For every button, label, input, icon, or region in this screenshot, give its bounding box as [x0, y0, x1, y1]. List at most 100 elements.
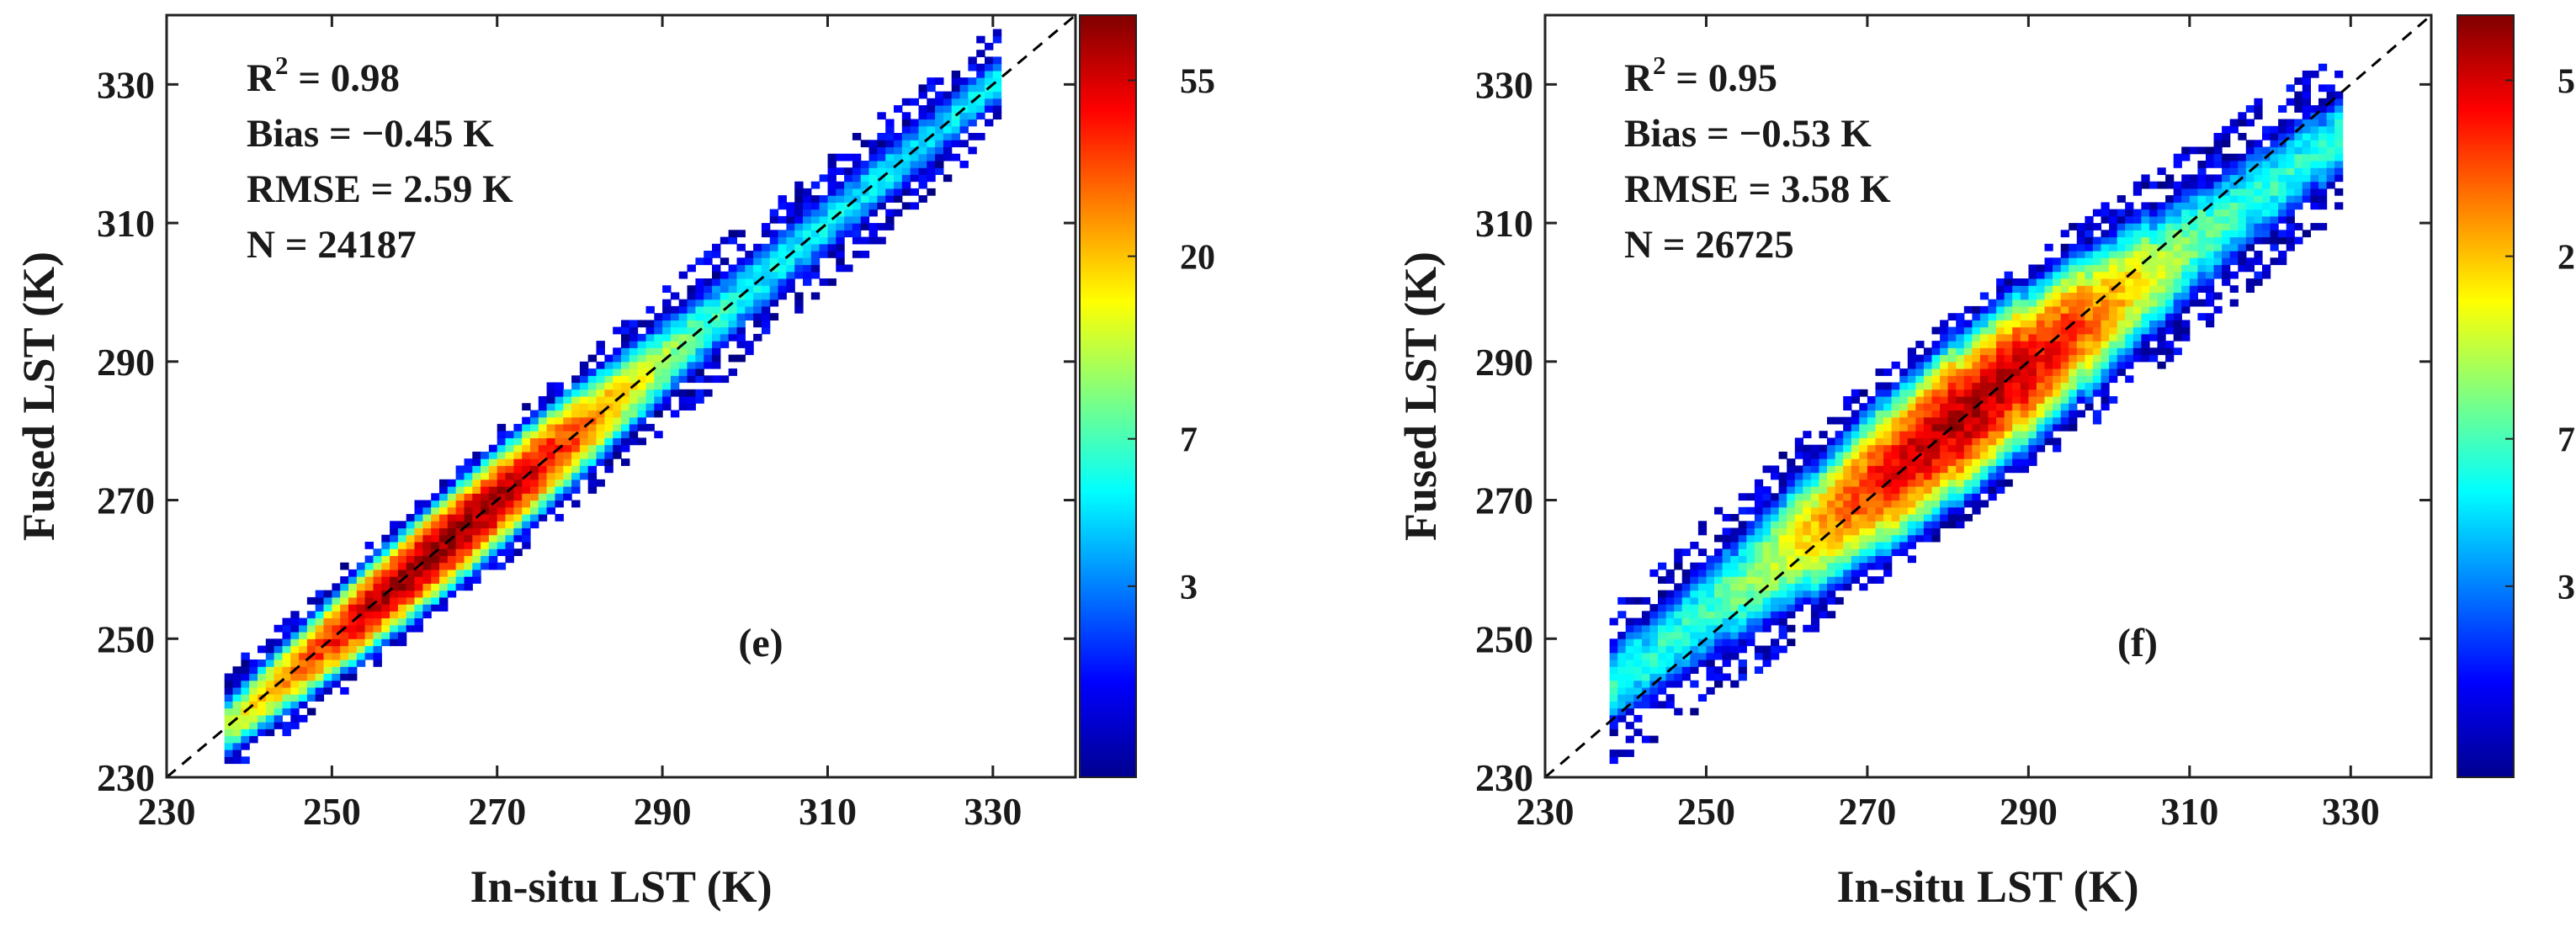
- density-cell: [299, 673, 308, 681]
- density-cell: [2262, 161, 2271, 168]
- density-cell: [481, 500, 490, 508]
- density-cell: [968, 63, 977, 72]
- density-cell: [2254, 146, 2263, 155]
- density-cell: [2101, 341, 2110, 348]
- density-cell: [704, 251, 713, 258]
- density-cell: [538, 472, 548, 480]
- density-cell: [2085, 368, 2094, 376]
- density-cell: [794, 299, 804, 307]
- density-cell: [2020, 347, 2029, 356]
- density-cell: [803, 188, 812, 196]
- density-cell: [2060, 403, 2069, 411]
- density-cell: [769, 285, 779, 293]
- density-cell: [2101, 230, 2110, 238]
- density-cell: [1907, 486, 1916, 494]
- density-cell: [894, 133, 903, 140]
- density-cell: [2109, 230, 2118, 238]
- density-cell: [2020, 278, 2029, 286]
- density-cell: [1875, 555, 1884, 564]
- density-cell: [555, 472, 564, 480]
- density-cell: [2028, 423, 2037, 432]
- density-cell: [2012, 458, 2021, 466]
- density-cell: [505, 431, 514, 438]
- density-cell: [1810, 444, 1820, 453]
- density-cell: [2149, 215, 2159, 224]
- density-cell: [555, 465, 564, 474]
- density-cell: [2149, 285, 2159, 293]
- density-cell: [2181, 209, 2191, 217]
- density-cell: [1827, 576, 1836, 584]
- density-cell: [439, 596, 449, 605]
- density-cell: [786, 243, 795, 252]
- density-cell: [968, 84, 977, 93]
- density-cell: [1867, 506, 1877, 515]
- density-cell: [769, 251, 779, 258]
- density-cell: [1996, 375, 2005, 384]
- density-cell: [745, 251, 754, 258]
- density-cell: [2270, 243, 2279, 252]
- density-cell: [414, 527, 423, 536]
- density-cell: [1803, 493, 1812, 501]
- density-cell: [2076, 257, 2085, 266]
- density-cell: [2060, 423, 2069, 432]
- density-cell: [497, 500, 507, 508]
- density-cell: [2189, 174, 2198, 183]
- density-cell: [1979, 465, 1989, 474]
- density-cell: [2270, 146, 2279, 155]
- density-cell: [2101, 403, 2110, 411]
- density-cell: [918, 105, 927, 113]
- density-cell: [2206, 161, 2215, 168]
- density-cell: [439, 486, 449, 494]
- density-cell: [546, 458, 555, 466]
- density-cell: [390, 569, 399, 577]
- density-cell: [439, 534, 449, 543]
- density-cell: [943, 146, 953, 155]
- density-cell: [2053, 389, 2062, 397]
- density-cell: [704, 354, 713, 363]
- density-cell: [2294, 188, 2303, 196]
- density-cell: [2278, 236, 2287, 245]
- density-cell: [373, 617, 382, 626]
- density-cell: [2245, 278, 2255, 286]
- density-cell: [720, 271, 730, 279]
- density-cell: [877, 161, 886, 168]
- density-cell: [1617, 596, 1627, 605]
- density-cell: [1996, 278, 2005, 286]
- density-cell: [1851, 431, 1860, 438]
- density-cell: [819, 174, 828, 183]
- density-cell: [555, 458, 564, 466]
- density-cell: [1674, 624, 1683, 633]
- density-cell: [1988, 458, 1997, 466]
- density-cell: [1931, 382, 1941, 390]
- density-cell: [265, 728, 275, 737]
- density-cell: [265, 722, 275, 729]
- density-cell: [1963, 305, 1973, 314]
- density-cell: [571, 437, 581, 446]
- density-cell: [695, 292, 704, 300]
- density-cell: [1940, 389, 1949, 397]
- density-cell: [513, 521, 523, 529]
- density-cell: [299, 632, 308, 639]
- density-cell: [2020, 299, 2029, 307]
- density-cell: [629, 375, 639, 384]
- density-cell: [1835, 596, 1844, 605]
- density-cell: [976, 35, 985, 44]
- density-cell: [769, 292, 779, 300]
- density-cell: [1996, 451, 2005, 459]
- density-cell: [258, 701, 267, 709]
- density-cell: [2165, 305, 2175, 314]
- density-cell: [571, 389, 581, 397]
- density-cell: [265, 659, 275, 667]
- density-cell: [2294, 98, 2303, 106]
- density-cell: [678, 375, 688, 384]
- density-cell: [2092, 236, 2102, 245]
- density-cell: [918, 174, 927, 183]
- density-cell: [2238, 161, 2247, 168]
- density-cell: [2262, 188, 2271, 196]
- density-cell: [2117, 326, 2126, 335]
- density-cell: [1979, 305, 1989, 314]
- density-cell: [1972, 361, 1981, 369]
- density-cell: [481, 548, 490, 556]
- density-cell: [472, 521, 481, 529]
- scatter-panel-e: 230 250 270 290 310 330 230 250 270 290 …: [13, 13, 1215, 912]
